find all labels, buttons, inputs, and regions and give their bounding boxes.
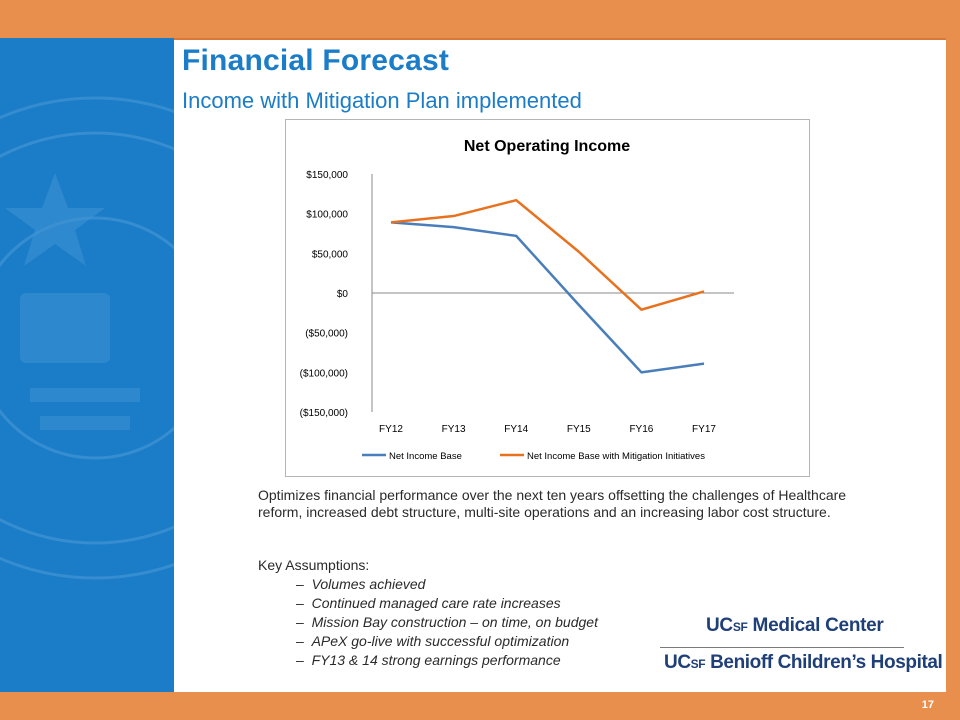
y-tick-label: $50,000 [312, 249, 349, 260]
top-bar [0, 0, 960, 40]
y-tick-label: $100,000 [306, 210, 348, 221]
x-tick-label: FY17 [692, 424, 716, 435]
key-assumptions-list: Volumes achieved Continued managed care … [296, 575, 598, 670]
bottom-bar [0, 692, 960, 720]
slide-subtitle: Income with Mitigation Plan implemented [182, 88, 582, 113]
legend-label: Net Income Base [389, 451, 462, 462]
left-panel [0, 38, 174, 692]
y-tick-label: ($100,000) [300, 368, 348, 379]
description-text: Optimizes financial performance over the… [258, 487, 847, 520]
x-tick-label: FY13 [442, 424, 466, 435]
x-tick-label: FY14 [504, 424, 528, 435]
net-operating-income-chart: Net Operating Income $150,000 $100,000 $50… [300, 138, 734, 462]
x-tick-label: FY16 [629, 424, 653, 435]
x-tick-label: FY15 [567, 424, 591, 435]
legend-label: Net Income Base with Mitigation Initiati… [527, 451, 705, 462]
assumption-item: FY13 & 14 strong earnings performance [296, 651, 598, 670]
y-tick-label: $0 [337, 289, 349, 300]
key-assumptions-title: Key Assumptions: [258, 557, 370, 573]
assumption-item: Mission Bay construction – on time, on b… [296, 613, 598, 632]
page-number: 17 [921, 699, 934, 711]
assumption-item: Continued managed care rate increases [296, 594, 598, 613]
y-tick-label: $150,000 [306, 170, 348, 181]
slide-title: Financial Forecast [182, 44, 450, 77]
chart-frame: Net Operating Income $150,000 $100,000 $50… [285, 119, 810, 477]
ucsf-childrens-hospital-logo: UCSF Benioff Children’s Hospital [664, 652, 943, 673]
series-line-2 [390, 198, 705, 311]
chart-title: Net Operating Income [464, 138, 630, 155]
y-tick-label: ($50,000) [305, 329, 348, 340]
series-line-1 [390, 221, 705, 374]
assumption-item: Volumes achieved [296, 575, 598, 594]
x-tick-label: FY12 [379, 424, 403, 435]
assumption-item: APeX go-live with successful optimizatio… [296, 632, 598, 651]
right-edge-bar [946, 38, 960, 692]
seal-watermark [0, 96, 174, 580]
y-tick-label: ($150,000) [300, 408, 348, 419]
ucsf-medical-center-logo: UCSF Medical Center [706, 615, 884, 636]
logo-divider [660, 647, 904, 648]
